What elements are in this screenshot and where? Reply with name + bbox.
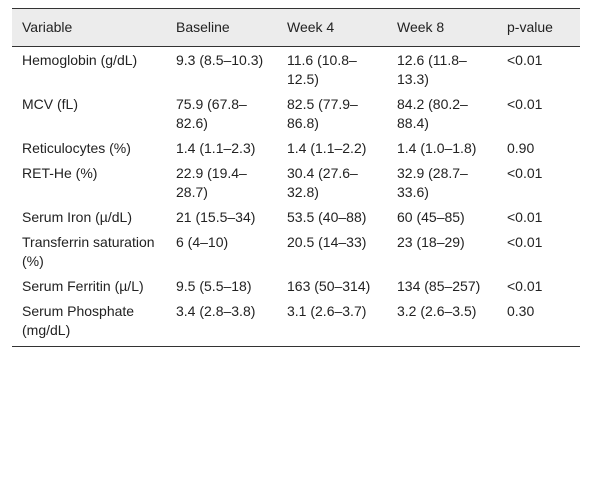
table-cell: 22.9 (19.4–28.7) — [176, 165, 247, 200]
row-label: RET-He (%) — [22, 165, 98, 181]
column-header: Week 8 — [397, 19, 445, 35]
table-cell: 12.6 (11.8–13.3) — [397, 52, 467, 87]
row-label: Serum Iron (µ/dL) — [22, 209, 132, 225]
table-cell: 3.2 (2.6–3.5) — [397, 303, 477, 319]
table-cell: <0.01 — [507, 209, 543, 225]
table-cell: 0.30 — [507, 303, 535, 319]
table-cell: 82.5 (77.9–86.8) — [287, 96, 358, 131]
table-cell: 3.4 (2.8–3.8) — [176, 303, 256, 319]
data-table: Variable Baseline Week 4 Week 8 p-value Hemo… — [12, 8, 580, 347]
row-label: Hemoglobin (g/dL) — [22, 52, 138, 68]
table-cell: <0.01 — [507, 278, 543, 294]
column-header: Week 4 — [287, 19, 335, 35]
table-row: RET-He (%) 22.9 (19.4–28.7) 30.4 (27.6–32.… — [12, 162, 580, 206]
table-cell: 84.2 (80.2–88.4) — [397, 96, 468, 131]
column-header: p-value — [507, 19, 553, 35]
table-cell: 1.4 (1.1–2.2) — [287, 140, 367, 156]
table-cell: 1.4 (1.0–1.8) — [397, 140, 477, 156]
table-cell: 9.3 (8.5–10.3) — [176, 52, 264, 68]
table-cell: 75.9 (67.8–82.6) — [176, 96, 247, 131]
table-cell: 60 (45–85) — [397, 209, 465, 225]
table-row: Hemoglobin (g/dL) 9.3 (8.5–10.3) 11.6 (10.… — [12, 47, 580, 94]
table-cell: <0.01 — [507, 165, 543, 181]
table-cell: 30.4 (27.6–32.8) — [287, 165, 358, 200]
table-cell: 6 (4–10) — [176, 234, 229, 250]
row-label: Reticulocytes (%) — [22, 140, 131, 156]
table-cell: 21 (15.5–34) — [176, 209, 256, 225]
table-cell: 9.5 (5.5–18) — [176, 278, 252, 294]
table-cell: 134 (85–257) — [397, 278, 481, 294]
row-label: Serum Ferritin (µ/L) — [22, 278, 144, 294]
table-cell: 20.5 (14–33) — [287, 234, 367, 250]
table-row: Serum Phosphate (mg/dL) 3.4 (2.8–3.8) 3.1 … — [12, 300, 580, 347]
table-row: Transferrin saturation (%) 6 (4–10) 20.5 (… — [12, 231, 580, 275]
column-header: Baseline — [176, 19, 230, 35]
table-cell: 1.4 (1.1–2.3) — [176, 140, 256, 156]
table-row: Serum Ferritin (µ/L) 9.5 (5.5–18) 163 (50–… — [12, 275, 580, 300]
table-cell: 3.1 (2.6–3.7) — [287, 303, 367, 319]
header-row: Variable Baseline Week 4 Week 8 p-value — [12, 8, 580, 47]
table-cell: <0.01 — [507, 96, 543, 112]
table-row: MCV (fL) 75.9 (67.8–82.6) 82.5 (77.9–86.8)… — [12, 93, 580, 137]
column-header: Variable — [22, 19, 73, 35]
row-label: MCV (fL) — [22, 96, 78, 112]
table-cell: 23 (18–29) — [397, 234, 465, 250]
table-cell: <0.01 — [507, 52, 543, 68]
table-cell: 0.90 — [507, 140, 535, 156]
table-cell: <0.01 — [507, 234, 543, 250]
row-label: Transferrin saturation (%) — [22, 234, 155, 269]
table-body: Hemoglobin (g/dL) 9.3 (8.5–10.3) 11.6 (10.… — [12, 47, 580, 347]
table-header: Variable Baseline Week 4 Week 8 p-value — [12, 8, 580, 47]
table-row: Serum Iron (µ/dL) 21 (15.5–34) 53.5 (40–88… — [12, 206, 580, 231]
table-cell: 163 (50–314) — [287, 278, 371, 294]
table-row: Reticulocytes (%) 1.4 (1.1–2.3) 1.4 (1.1–2… — [12, 137, 580, 162]
table-cell: 53.5 (40–88) — [287, 209, 367, 225]
table-cell: 32.9 (28.7–33.6) — [397, 165, 468, 200]
row-label: Serum Phosphate (mg/dL) — [22, 303, 135, 338]
table-cell: 11.6 (10.8–12.5) — [287, 52, 357, 87]
